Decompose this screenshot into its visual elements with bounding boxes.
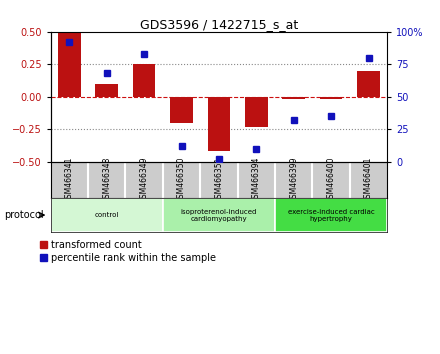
Bar <box>275 198 387 232</box>
Bar <box>208 97 230 152</box>
Text: isoproterenol-induced
cardiomyopathy: isoproterenol-induced cardiomyopathy <box>181 209 257 222</box>
Text: GSM466351: GSM466351 <box>214 157 224 203</box>
Bar <box>357 71 380 97</box>
Text: GSM466341: GSM466341 <box>65 157 74 203</box>
Text: GSM466400: GSM466400 <box>326 157 336 203</box>
Text: GSM466348: GSM466348 <box>102 157 111 203</box>
Bar <box>58 32 81 97</box>
Bar <box>282 97 305 99</box>
Text: GSM466401: GSM466401 <box>364 157 373 203</box>
Text: exercise-induced cardiac
hypertrophy: exercise-induced cardiac hypertrophy <box>288 209 374 222</box>
Bar <box>163 198 275 232</box>
Bar <box>170 97 193 123</box>
Title: GDS3596 / 1422715_s_at: GDS3596 / 1422715_s_at <box>140 18 298 31</box>
Legend: transformed count, percentile rank within the sample: transformed count, percentile rank withi… <box>40 240 216 263</box>
Text: control: control <box>95 212 119 218</box>
Text: GSM466350: GSM466350 <box>177 157 186 203</box>
Bar <box>320 97 342 99</box>
Text: GSM466394: GSM466394 <box>252 157 261 203</box>
Bar <box>245 97 268 127</box>
Text: GSM466349: GSM466349 <box>139 157 149 203</box>
Bar <box>133 64 155 97</box>
Bar <box>51 198 163 232</box>
Text: GSM466399: GSM466399 <box>289 157 298 203</box>
Bar <box>95 84 118 97</box>
Text: protocol: protocol <box>4 210 44 220</box>
